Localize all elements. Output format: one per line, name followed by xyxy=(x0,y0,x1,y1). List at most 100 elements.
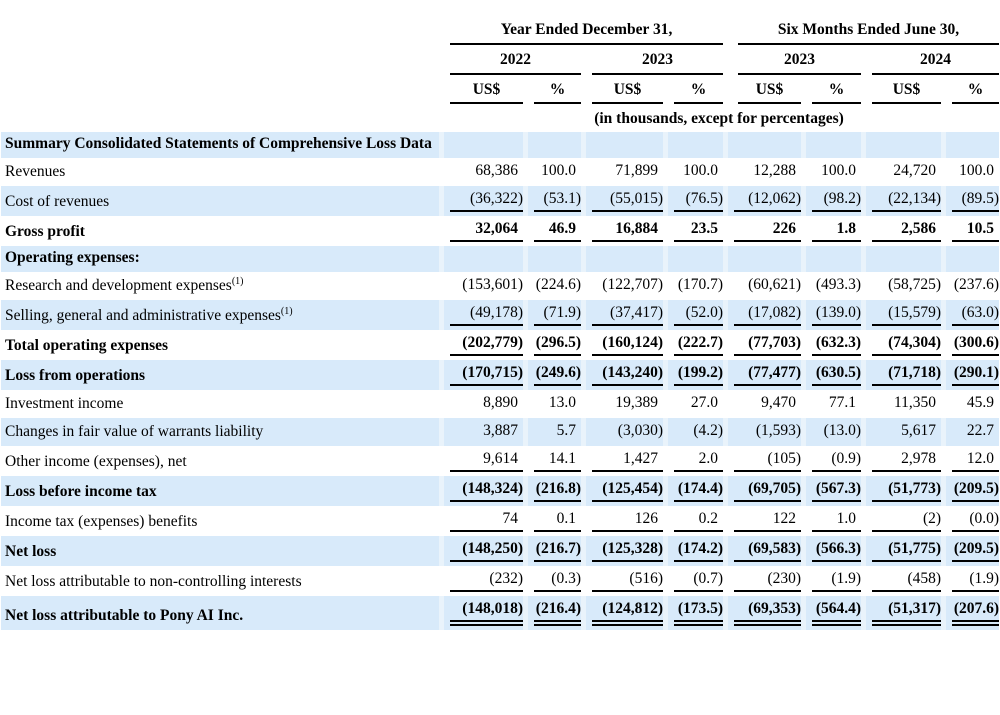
value xyxy=(872,266,941,268)
value-cell: 3,887 xyxy=(439,418,523,446)
value-cell xyxy=(723,132,802,158)
value-cell: (12,062) xyxy=(723,186,802,216)
value: (230) xyxy=(734,568,802,592)
value-cell: (69,353) xyxy=(723,596,802,630)
value-cell: 100.0 xyxy=(663,158,723,186)
value-cell: (216.4) xyxy=(523,596,581,630)
row-label: Investment income xyxy=(5,395,124,412)
row-label: Selling, general and administrative expe… xyxy=(5,305,293,324)
value-cell: 1.8 xyxy=(801,216,862,246)
value-cell: (51,773) xyxy=(861,476,942,506)
value: (98.2) xyxy=(812,188,862,212)
value-cell: (69,583) xyxy=(723,536,802,566)
value: (69,705) xyxy=(734,478,802,502)
year-header-2022: 2022 xyxy=(439,45,581,75)
value: (143,240) xyxy=(592,362,663,386)
value: (202,779) xyxy=(450,332,523,356)
row-label: Research and development expenses(1) xyxy=(5,275,244,294)
value: (237.6) xyxy=(953,276,1000,293)
value-cell: (58,725) xyxy=(861,272,941,300)
value: (160,124) xyxy=(592,332,663,356)
year-header-2024: 2024 xyxy=(861,45,1000,75)
value: 100.0 xyxy=(683,162,719,179)
col-header-usd: US$ xyxy=(723,75,802,104)
value: (232) xyxy=(450,568,523,592)
value: 100.0 xyxy=(821,162,857,179)
value-cell: 12.0 xyxy=(941,446,1000,476)
units-note-row: (in thousands, except for percentages) xyxy=(1,104,999,132)
value-cell: (232) xyxy=(439,566,523,596)
value: 126 xyxy=(592,508,663,532)
value: (564.4) xyxy=(812,598,862,626)
group-header-cell-year-ended: Year Ended December 31, xyxy=(439,14,724,45)
value-cell: (13.0) xyxy=(801,418,862,446)
value xyxy=(812,266,861,268)
value: 9,470 xyxy=(761,394,797,411)
value-cell: 0.1 xyxy=(523,506,581,536)
value-cell: (209.5) xyxy=(941,536,1000,566)
value-cell: 45.9 xyxy=(941,390,999,418)
value-cell: (222.7) xyxy=(663,330,724,360)
value: (1.9) xyxy=(952,568,1000,592)
value-cell: 24,720 xyxy=(861,158,941,186)
value: (77,477) xyxy=(734,362,802,386)
value-cell: 14.1 xyxy=(523,446,581,476)
value: (60,621) xyxy=(748,276,802,293)
value-cell: (139.0) xyxy=(801,300,862,330)
value-cell: (98.2) xyxy=(801,186,862,216)
value: 3,887 xyxy=(483,422,518,439)
value-cell: (37,417) xyxy=(581,300,663,330)
row-label: Total operating expenses xyxy=(5,337,169,354)
row-label: Cost of revenues xyxy=(5,193,110,210)
value-cell: (290.1) xyxy=(941,360,1000,390)
value-cell: (300.6) xyxy=(941,330,1000,360)
value: (139.0) xyxy=(812,302,862,326)
value-cell: (0.9) xyxy=(801,446,862,476)
value: 2.0 xyxy=(674,448,724,472)
value: (58,725) xyxy=(888,276,942,293)
table-row: Net loss attributable to non-controlling… xyxy=(1,566,1000,596)
row-label-cell: Revenues xyxy=(1,158,439,186)
value-cell xyxy=(941,246,1000,272)
value-cell: (22,134) xyxy=(861,186,942,216)
value-cell: 122 xyxy=(723,506,802,536)
value-cell: (122,707) xyxy=(581,272,663,300)
col-header-pct: % xyxy=(523,75,581,104)
value: 74 xyxy=(450,508,523,532)
value: (493.3) xyxy=(815,276,862,293)
value-cell: (237.6) xyxy=(941,272,999,300)
value-cell: (170,715) xyxy=(439,360,523,390)
value: (122,707) xyxy=(602,276,663,293)
value: (36,322) xyxy=(450,188,523,212)
value: (632.3) xyxy=(812,332,862,356)
value: 23.5 xyxy=(674,218,724,242)
value: (216.8) xyxy=(534,478,581,502)
value xyxy=(592,152,663,154)
value: (2) xyxy=(872,508,942,532)
value-cell: (125,454) xyxy=(581,476,663,506)
value: 19,389 xyxy=(615,394,658,411)
value-cell xyxy=(439,132,523,158)
value: (49,178) xyxy=(450,302,523,326)
value: (174.2) xyxy=(674,538,724,562)
value xyxy=(812,152,861,154)
value-cell: 32,064 xyxy=(439,216,523,246)
row-label: Revenues xyxy=(5,163,66,180)
value-cell: 0.2 xyxy=(663,506,724,536)
row-label-cell: Income tax (expenses) benefits xyxy=(1,506,439,536)
value: (4.2) xyxy=(693,422,724,439)
table-row: Cost of revenues (36,322) (53.1) (55,015) (7… xyxy=(1,186,1000,216)
value: 12,288 xyxy=(753,162,797,179)
value-cell: 2,978 xyxy=(861,446,942,476)
units-note: (in thousands, except for percentages) xyxy=(594,110,844,127)
value: 16,884 xyxy=(592,218,663,242)
value-cell: 10.5 xyxy=(941,216,1000,246)
value-cell: (216.8) xyxy=(523,476,581,506)
value-cell: (249.6) xyxy=(523,360,581,390)
value-cell: (632.3) xyxy=(801,330,862,360)
col-header-pct: % xyxy=(663,75,724,104)
value-cell: (17,082) xyxy=(723,300,802,330)
value: 226 xyxy=(734,218,802,242)
value: 68,386 xyxy=(475,162,518,179)
value-cell: (15,579) xyxy=(861,300,942,330)
